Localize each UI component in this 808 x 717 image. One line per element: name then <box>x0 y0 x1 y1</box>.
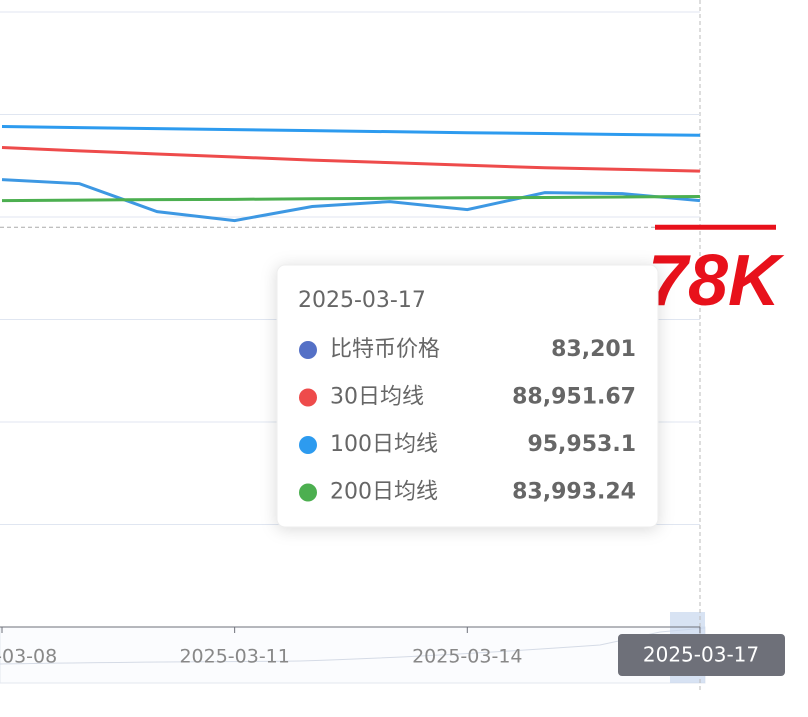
tooltip-name: 30日均线 <box>330 385 424 410</box>
tooltip-dot <box>299 341 317 359</box>
data-zoom-track <box>0 626 706 684</box>
x-tick-label: 2025-03-11 <box>179 646 289 668</box>
data-zoom-sparkline <box>0 627 706 665</box>
tooltip-box <box>276 264 659 528</box>
tooltip-value: 83,993.24 <box>512 480 636 505</box>
tooltip: 2025-03-17 比特币价格 83,201 30日均线 88,951.67 100日均… <box>276 264 659 528</box>
x-tick-label: 2025-03-08 <box>0 646 57 668</box>
tooltip-value: 88,951.67 <box>512 385 636 410</box>
axis-pointer-label-box <box>618 634 785 676</box>
tooltip-title: 2025-03-17 <box>298 288 426 313</box>
series-line <box>1 125 700 137</box>
tooltip-name: 200日均线 <box>330 480 438 505</box>
tooltip-value: 95,953.1 <box>527 432 636 457</box>
series-line <box>1 178 701 223</box>
tooltip-value: 83,201 <box>551 337 636 362</box>
tooltip-name: 比特币价格 <box>330 337 440 362</box>
tooltip-name: 100日均线 <box>330 432 438 457</box>
tooltip-dot <box>299 436 317 454</box>
axis-pointer-label: 2025-03-17 <box>643 643 759 667</box>
tooltip-dot <box>299 388 317 407</box>
series-line <box>1 195 700 203</box>
x-tick-label: 2025-03-14 <box>412 646 522 668</box>
annotation-text: 78K <box>648 241 785 321</box>
series-line <box>1 146 700 173</box>
tooltip-dot <box>299 483 317 502</box>
